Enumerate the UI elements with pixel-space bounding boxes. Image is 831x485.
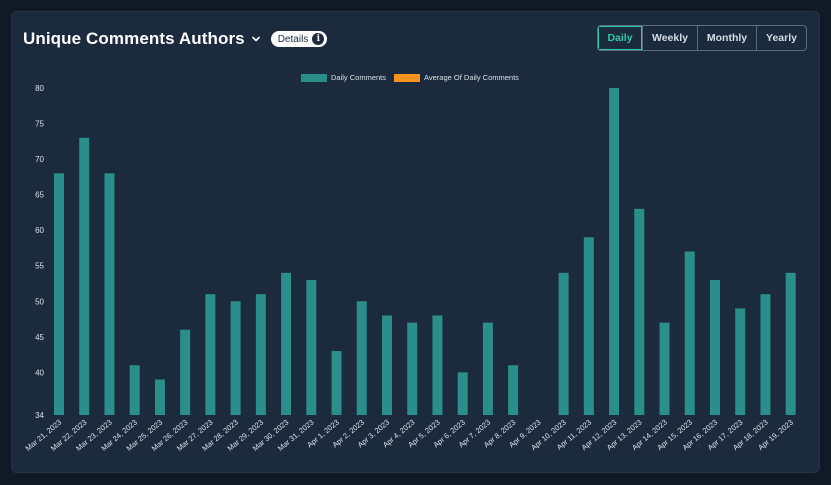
y-tick-label: 55 bbox=[35, 262, 44, 271]
bar[interactable] bbox=[180, 329, 191, 415]
bar[interactable] bbox=[558, 272, 569, 415]
period-toggle: Daily Weekly Monthly Yearly bbox=[597, 25, 807, 51]
tab-daily[interactable]: Daily bbox=[598, 26, 642, 50]
tab-weekly[interactable]: Weekly bbox=[642, 26, 697, 50]
legend-item-daily[interactable]: Daily Comments bbox=[301, 73, 386, 82]
bar[interactable] bbox=[306, 279, 317, 415]
y-tick-label: 60 bbox=[35, 226, 44, 235]
bar[interactable] bbox=[281, 272, 292, 415]
bar[interactable] bbox=[432, 315, 443, 415]
tab-yearly[interactable]: Yearly bbox=[756, 26, 806, 50]
bar[interactable] bbox=[381, 315, 392, 415]
bar[interactable] bbox=[154, 379, 165, 415]
legend-swatch-average bbox=[394, 73, 421, 82]
bar[interactable] bbox=[79, 137, 90, 415]
legend-label-average: Average Of Daily Comments bbox=[424, 73, 519, 82]
y-tick-label: 70 bbox=[35, 155, 44, 164]
bar[interactable] bbox=[255, 294, 266, 415]
bar[interactable] bbox=[609, 88, 620, 415]
bar[interactable] bbox=[785, 272, 796, 415]
bar[interactable] bbox=[457, 372, 468, 415]
bar[interactable] bbox=[760, 294, 771, 415]
bar[interactable] bbox=[104, 173, 115, 415]
y-tick-label: 40 bbox=[35, 368, 44, 377]
chart-card: Unique Comments Authors Details i Daily … bbox=[11, 11, 820, 473]
bar[interactable] bbox=[735, 308, 746, 415]
info-icon: i bbox=[312, 33, 325, 45]
details-button[interactable]: Details i bbox=[270, 31, 328, 47]
legend-item-average[interactable]: Average Of Daily Comments bbox=[394, 73, 519, 82]
bar[interactable] bbox=[356, 301, 367, 415]
bar[interactable] bbox=[508, 365, 519, 415]
y-tick-label: 75 bbox=[35, 120, 44, 129]
bar[interactable] bbox=[331, 351, 342, 415]
y-tick-label: 80 bbox=[35, 84, 44, 93]
bar[interactable] bbox=[583, 237, 594, 415]
y-tick-label: 45 bbox=[35, 333, 44, 342]
bar[interactable] bbox=[407, 322, 418, 415]
bar[interactable] bbox=[659, 322, 670, 415]
bar[interactable] bbox=[709, 279, 720, 415]
y-tick-label: 34 bbox=[35, 411, 44, 420]
tab-monthly[interactable]: Monthly bbox=[697, 26, 756, 50]
bar[interactable] bbox=[205, 294, 216, 415]
bar[interactable] bbox=[54, 173, 64, 415]
bar[interactable] bbox=[684, 251, 695, 416]
y-tick-label: 50 bbox=[35, 297, 44, 306]
bar[interactable] bbox=[230, 301, 241, 415]
chart-legend: Daily Comments Average Of Daily Comments bbox=[301, 73, 527, 82]
legend-swatch-daily bbox=[301, 73, 327, 82]
chevron-down-icon[interactable] bbox=[251, 34, 261, 44]
bar[interactable] bbox=[634, 208, 645, 415]
page-title: Unique Comments Authors bbox=[23, 29, 245, 48]
y-tick-label: 65 bbox=[35, 191, 44, 200]
bar[interactable] bbox=[129, 365, 140, 415]
bar[interactable] bbox=[482, 322, 493, 415]
header: Unique Comments Authors Details i bbox=[23, 28, 328, 50]
legend-label-daily: Daily Comments bbox=[331, 73, 387, 82]
details-label: Details bbox=[277, 33, 309, 45]
